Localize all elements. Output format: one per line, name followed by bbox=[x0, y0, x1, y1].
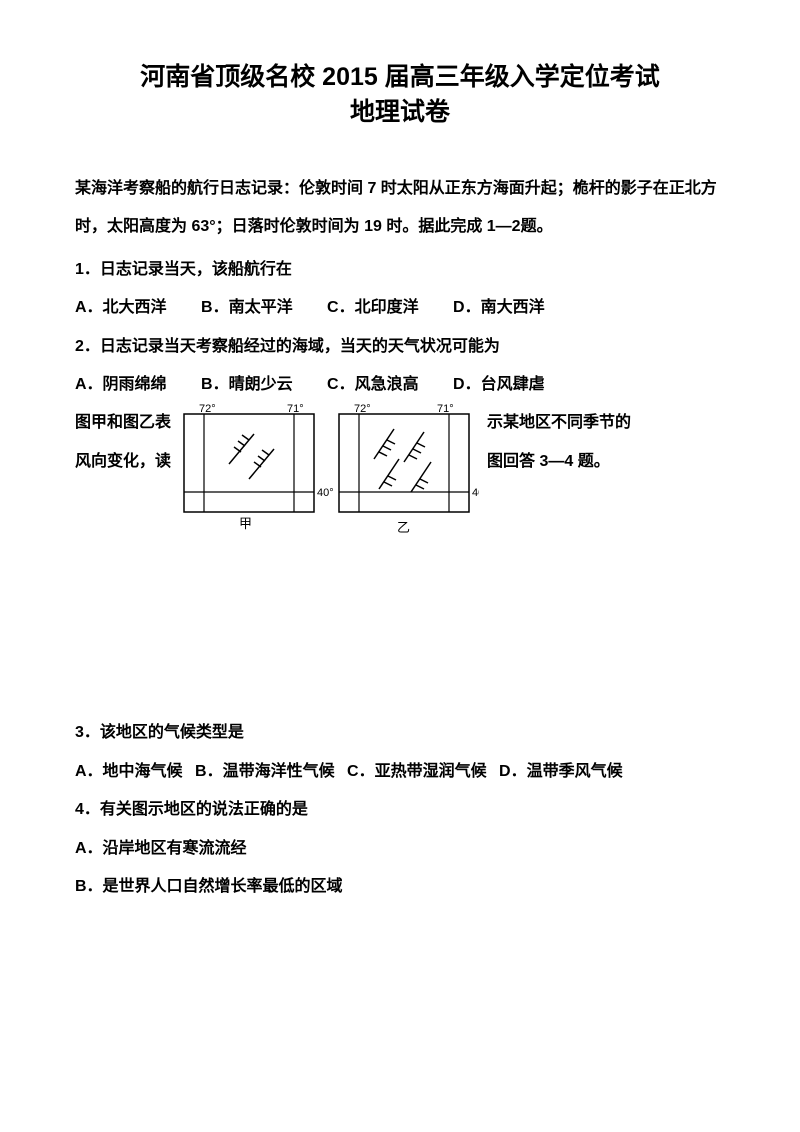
svg-text:71°: 71° bbox=[437, 404, 454, 415]
q1-opt-b: B．南太平洋 bbox=[201, 289, 293, 327]
intro-paragraph: 某海洋考察船的航行日志记录：伦敦时间 7 时太阳从正东方海面升起；桅杆的影子在正… bbox=[75, 170, 725, 247]
q2-stem: 2．日志记录当天考察船经过的海域，当天的天气状况可能为 bbox=[75, 328, 725, 366]
q3-opt-a: A．地中海气候 bbox=[75, 753, 183, 791]
q2-opt-d: D．台风肆虐 bbox=[453, 366, 545, 404]
diagram: 72° 71° 40° 甲 bbox=[179, 404, 479, 534]
title-line-1: 河南省顶级名校 2015 届高三年级入学定位考试 bbox=[75, 60, 725, 95]
q1-opt-a: A．北大西洋 bbox=[75, 289, 167, 327]
q2-opt-c: C．风急浪高 bbox=[327, 366, 419, 404]
figure-intro-right-1: 示某地区不同季节的 bbox=[487, 404, 725, 442]
q4-stem: 4．有关图示地区的说法正确的是 bbox=[75, 791, 725, 829]
svg-text:72°: 72° bbox=[354, 404, 371, 415]
q2-options: A．阴雨绵绵 B．晴朗少云 C．风急浪高 D．台风肆虐 bbox=[75, 366, 725, 404]
figure-intro-right-2: 图回答 3—4 题。 bbox=[487, 443, 725, 481]
q1-opt-c: C．北印度洋 bbox=[327, 289, 419, 327]
figure-intro-row-1: 图甲和图乙表 风向变化，读 72° 71° 40° 甲 bbox=[75, 404, 725, 534]
q3-opt-d: D．温带季风气候 bbox=[499, 753, 623, 791]
figure-intro-left-1: 图甲和图乙表 bbox=[75, 404, 171, 442]
figure-intro-left-2: 风向变化，读 bbox=[75, 443, 171, 481]
diagram-svg: 72° 71° 40° 甲 bbox=[179, 404, 479, 534]
title-line-2: 地理试卷 bbox=[75, 95, 725, 130]
q1-opt-d: D．南大西洋 bbox=[453, 289, 545, 327]
svg-text:乙: 乙 bbox=[397, 520, 410, 534]
svg-text:甲: 甲 bbox=[239, 516, 252, 531]
figure-intro-left: 图甲和图乙表 风向变化，读 bbox=[75, 404, 171, 481]
spacer bbox=[75, 534, 725, 714]
q3-stem: 3．该地区的气候类型是 bbox=[75, 714, 725, 752]
q3-opt-c: C．亚热带湿润气候 bbox=[347, 753, 487, 791]
figure-intro-right: 示某地区不同季节的 图回答 3—4 题。 bbox=[479, 404, 725, 481]
title-block: 河南省顶级名校 2015 届高三年级入学定位考试 地理试卷 bbox=[75, 60, 725, 130]
svg-text:72°: 72° bbox=[199, 404, 216, 415]
svg-text:40°: 40° bbox=[472, 487, 479, 499]
q1-options: A．北大西洋 B．南太平洋 C．北印度洋 D．南大西洋 bbox=[75, 289, 725, 327]
q2-opt-a: A．阴雨绵绵 bbox=[75, 366, 167, 404]
q3-options: A．地中海气候 B．温带海洋性气候 C．亚热带湿润气候 D．温带季风气候 bbox=[75, 753, 725, 791]
diagram-wrapper: 72° 71° 40° 甲 bbox=[171, 404, 479, 534]
q1-stem: 1．日志记录当天，该船航行在 bbox=[75, 251, 725, 289]
q4-opt-a: A．沿岸地区有寒流流经 bbox=[75, 830, 725, 868]
q3-opt-b: B．温带海洋性气候 bbox=[195, 753, 335, 791]
q4-opt-b: B．是世界人口自然增长率最低的区域 bbox=[75, 868, 725, 906]
svg-text:40°: 40° bbox=[317, 487, 334, 499]
svg-text:71°: 71° bbox=[287, 404, 304, 415]
q2-opt-b: B．晴朗少云 bbox=[201, 366, 293, 404]
